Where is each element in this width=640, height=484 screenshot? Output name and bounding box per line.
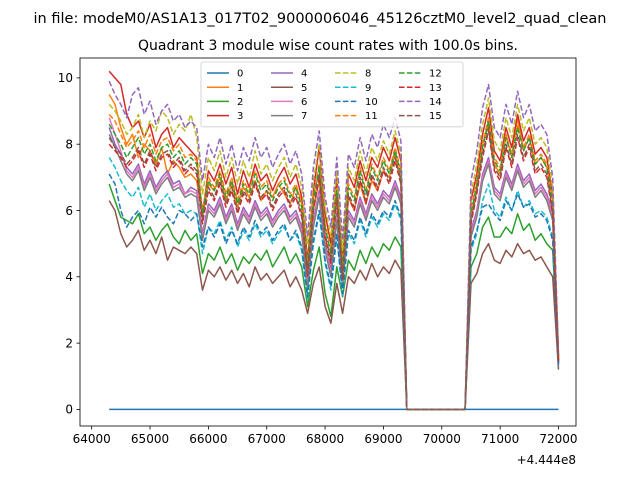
axes-frame xyxy=(79,57,577,427)
x-tick-label: 71000 xyxy=(481,432,519,446)
chart-title: Quadrant 3 module wise count rates with … xyxy=(138,38,518,54)
y-tick-label: 6 xyxy=(65,204,73,218)
legend-label-14: 14 xyxy=(429,97,442,108)
legend-label-15: 15 xyxy=(429,111,442,122)
y-tick-label: 2 xyxy=(65,336,73,350)
x-offset-label: +4.444e8 xyxy=(517,453,576,467)
axes: 64000 65000 66000 67000 68000 69000 70000 71000… xyxy=(58,57,578,467)
x-tick-label: 69000 xyxy=(364,432,402,446)
legend-label-13: 13 xyxy=(429,83,442,94)
series-lines xyxy=(108,70,560,411)
y-tick-label: 10 xyxy=(58,71,73,85)
legend-label-7: 7 xyxy=(301,111,307,122)
figure-suptitle: in file: modeM0/AS1A13_017T02_9000006046… xyxy=(34,11,607,27)
legend-label-10: 10 xyxy=(365,97,378,108)
y-tick-label: 4 xyxy=(65,270,73,284)
series-line-12 xyxy=(108,120,560,411)
series-line-10 xyxy=(108,173,560,411)
x-tick-label: 68000 xyxy=(306,432,344,446)
legend-label-3: 3 xyxy=(237,111,243,122)
legend-label-5: 5 xyxy=(301,83,307,94)
legend-label-6: 6 xyxy=(301,97,307,108)
y-tick-label: 0 xyxy=(65,403,73,417)
legend-frame xyxy=(200,61,464,128)
legend-label-9: 9 xyxy=(365,83,371,94)
x-tick-label: 67000 xyxy=(248,432,286,446)
series-line-6 xyxy=(108,117,560,411)
x-tick-label: 72000 xyxy=(539,432,577,446)
legend-label-12: 12 xyxy=(429,69,442,80)
legend-label-11: 11 xyxy=(365,111,378,122)
x-tick-label: 70000 xyxy=(423,432,461,446)
series-line-9 xyxy=(108,157,560,411)
series-line-7 xyxy=(108,133,560,411)
legend-label-1: 1 xyxy=(237,83,243,94)
plot-area xyxy=(108,70,560,411)
x-tick-label: 66000 xyxy=(189,432,227,446)
x-tick-label: 64000 xyxy=(73,432,111,446)
series-line-15 xyxy=(108,126,560,411)
series-line-8 xyxy=(108,97,560,411)
x-tick-label: 65000 xyxy=(131,432,169,446)
series-line-14 xyxy=(108,80,560,411)
series-line-2 xyxy=(108,183,560,411)
legend-label-4: 4 xyxy=(301,69,307,80)
legend-label-8: 8 xyxy=(365,69,371,80)
legend-label-2: 2 xyxy=(237,97,243,108)
y-tick-label: 8 xyxy=(65,137,73,151)
legend-label-0: 0 xyxy=(237,69,243,80)
series-line-5 xyxy=(108,200,560,411)
